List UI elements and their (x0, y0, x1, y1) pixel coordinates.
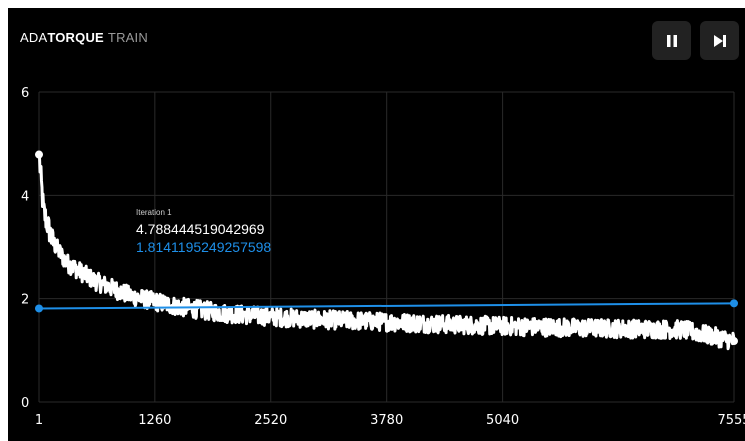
eval-point (35, 304, 43, 313)
x-tick-label: 1260 (138, 413, 171, 428)
x-tick-label: 7555 (717, 413, 745, 428)
app-title: ADATORQUE TRAIN (20, 30, 148, 45)
skip-forward-icon (713, 34, 726, 47)
x-tick-label: 3780 (370, 413, 403, 428)
pause-icon (666, 34, 677, 47)
y-tick-label: 4 (21, 189, 29, 204)
eval-loss-line (38, 302, 735, 310)
y-tick-label: 0 (21, 396, 29, 411)
pause-button[interactable] (652, 21, 691, 60)
y-tick-label: 6 (21, 86, 29, 101)
tooltip-eval-value: 1.8141195249257598 (136, 239, 272, 255)
train-loss-line (37, 154, 736, 351)
y-tick-label: 2 (21, 293, 29, 308)
x-tick-label: 5040 (486, 413, 519, 428)
tooltip-train-value: 4.788444519042969 (136, 221, 265, 237)
eval-point (730, 299, 738, 308)
train-end-point (730, 337, 738, 346)
title-torque: TORQUE (47, 30, 104, 45)
chart-panel: 0 2 4 6 1 1260 2520 3780 5040 7555 ADATORQUETRAIN… (8, 8, 745, 441)
chart-tooltip: Iteration 1 4.788444519042969 1.81411952… (136, 208, 271, 256)
loss-chart: 0 2 4 6 1 1260 2520 3780 5040 7555 (21, 86, 745, 428)
tooltip-iteration-label: Iteration 1 (136, 208, 172, 217)
step-forward-button[interactable] (700, 21, 739, 60)
title-train: TRAIN (107, 30, 148, 45)
x-tick-label: 2520 (254, 413, 287, 428)
x-tick-label: 1 (35, 413, 43, 428)
train-start-point (35, 150, 43, 159)
title-ada: ADA (20, 30, 48, 45)
